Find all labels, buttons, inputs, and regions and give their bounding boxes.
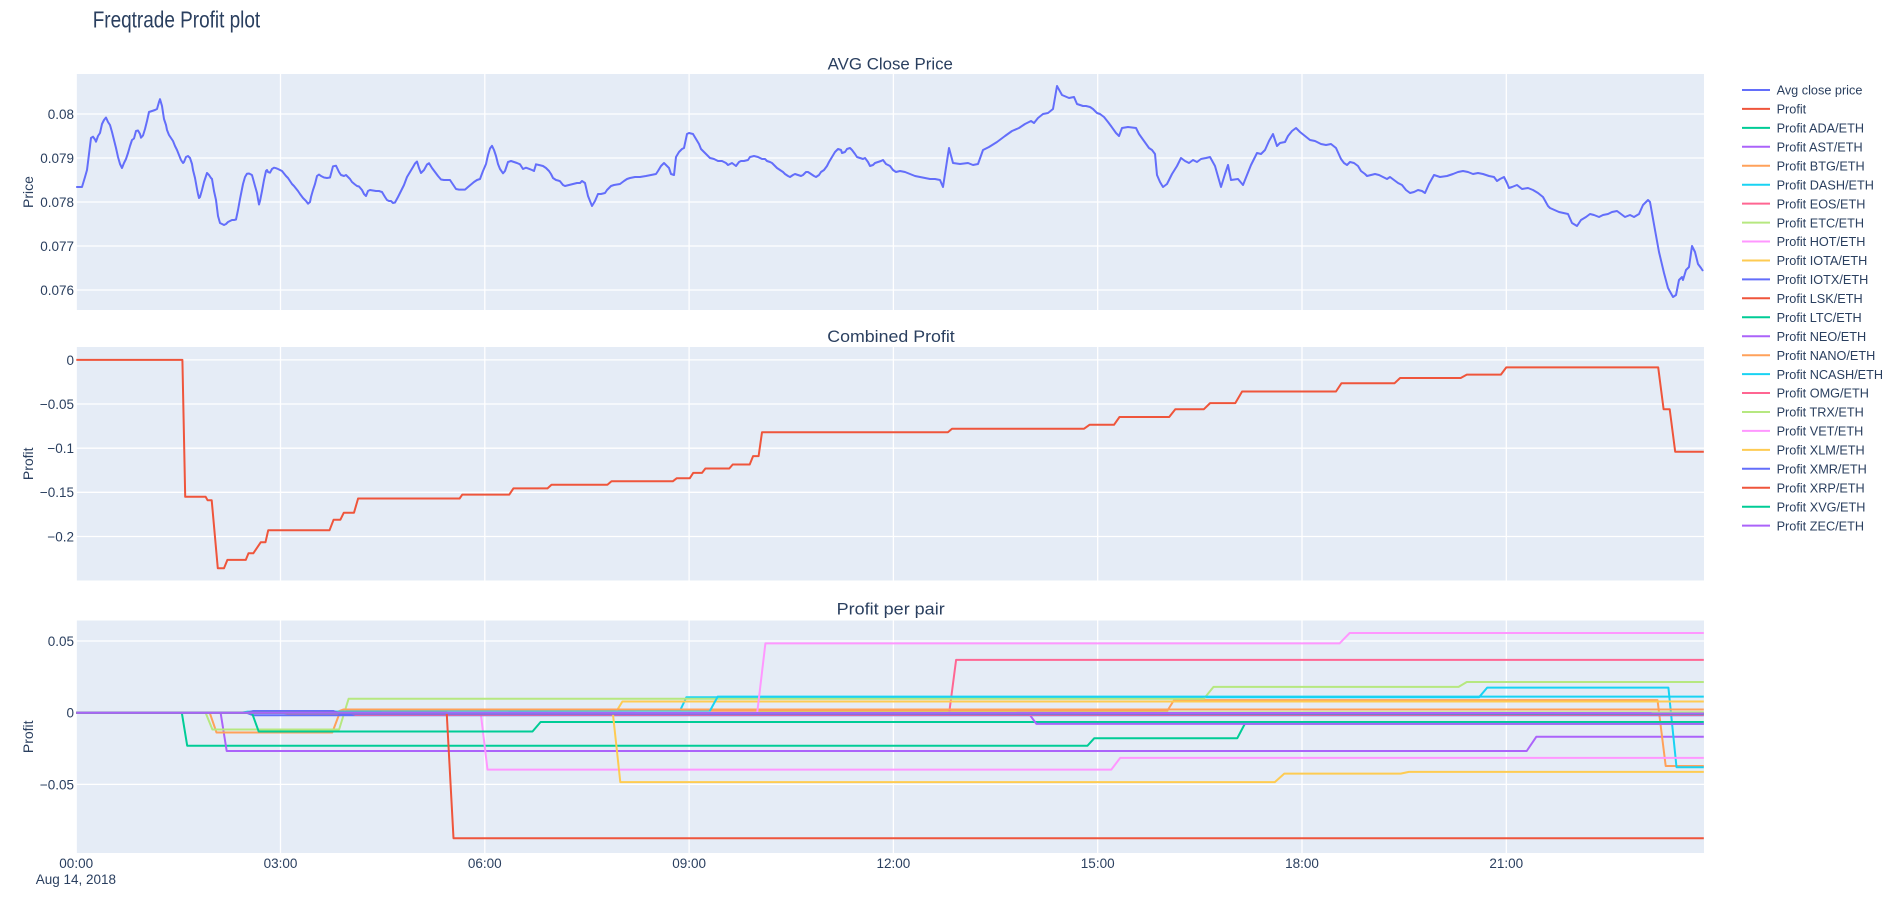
svg-text:0: 0 [66, 353, 74, 368]
svg-text:Profit XRP/ETH: Profit XRP/ETH [1777, 481, 1865, 495]
svg-text:0: 0 [66, 706, 74, 721]
svg-text:21:00: 21:00 [1489, 856, 1523, 871]
svg-text:Profit IOTX/ETH: Profit IOTX/ETH [1777, 273, 1869, 287]
svg-text:Price: Price [20, 176, 36, 208]
svg-text:Profit NCASH/ETH: Profit NCASH/ETH [1777, 368, 1883, 382]
svg-text:Profit: Profit [1777, 103, 1807, 117]
svg-text:0.08: 0.08 [48, 107, 74, 122]
svg-text:Profit XMR/ETH: Profit XMR/ETH [1777, 463, 1867, 477]
svg-text:AVG Close Price: AVG Close Price [828, 56, 953, 74]
svg-text:−0.2: −0.2 [47, 529, 74, 544]
svg-text:Profit: Profit [20, 720, 36, 753]
svg-text:Profit TRX/ETH: Profit TRX/ETH [1777, 406, 1864, 420]
svg-text:0.079: 0.079 [40, 151, 74, 166]
svg-text:Profit NANO/ETH: Profit NANO/ETH [1777, 349, 1876, 363]
svg-text:Profit VET/ETH: Profit VET/ETH [1777, 425, 1864, 439]
svg-text:Freqtrade Profit plot: Freqtrade Profit plot [93, 7, 261, 33]
svg-text:Profit OMG/ETH: Profit OMG/ETH [1777, 387, 1869, 401]
svg-text:0.05: 0.05 [48, 634, 74, 649]
svg-text:0.078: 0.078 [40, 195, 74, 210]
svg-text:Profit EOS/ETH: Profit EOS/ETH [1777, 197, 1866, 211]
svg-text:Profit: Profit [20, 447, 36, 480]
svg-text:15:00: 15:00 [1081, 856, 1115, 871]
svg-text:Combined Profit: Combined Profit [827, 328, 955, 346]
svg-text:−0.1: −0.1 [47, 441, 74, 456]
svg-text:06:00: 06:00 [468, 856, 502, 871]
svg-text:03:00: 03:00 [264, 856, 298, 871]
svg-text:Profit ADA/ETH: Profit ADA/ETH [1777, 122, 1864, 136]
svg-text:Profit HOT/ETH: Profit HOT/ETH [1777, 235, 1866, 249]
svg-text:Profit per pair: Profit per pair [837, 601, 946, 619]
svg-text:12:00: 12:00 [877, 856, 911, 871]
svg-text:Profit ETC/ETH: Profit ETC/ETH [1777, 216, 1864, 230]
svg-text:−0.15: −0.15 [40, 485, 74, 500]
svg-text:Profit ZEC/ETH: Profit ZEC/ETH [1777, 519, 1864, 533]
svg-text:Profit AST/ETH: Profit AST/ETH [1777, 141, 1863, 155]
svg-text:0.076: 0.076 [40, 283, 74, 298]
svg-text:Aug 14, 2018: Aug 14, 2018 [36, 872, 116, 887]
svg-text:00:00: 00:00 [59, 856, 93, 871]
svg-text:Profit BTG/ETH: Profit BTG/ETH [1777, 160, 1865, 174]
svg-text:Profit LSK/ETH: Profit LSK/ETH [1777, 292, 1863, 306]
svg-text:Profit NEO/ETH: Profit NEO/ETH [1777, 330, 1867, 344]
svg-text:−0.05: −0.05 [40, 397, 74, 412]
svg-text:−0.05: −0.05 [40, 777, 74, 792]
svg-text:Profit DASH/ETH: Profit DASH/ETH [1777, 178, 1874, 192]
svg-text:0.077: 0.077 [40, 239, 74, 254]
svg-text:Profit XLM/ETH: Profit XLM/ETH [1777, 444, 1865, 458]
svg-text:09:00: 09:00 [672, 856, 706, 871]
svg-text:Profit IOTA/ETH: Profit IOTA/ETH [1777, 254, 1868, 268]
svg-text:Profit LTC/ETH: Profit LTC/ETH [1777, 311, 1862, 325]
svg-text:18:00: 18:00 [1285, 856, 1319, 871]
svg-text:Avg close price: Avg close price [1777, 84, 1863, 98]
svg-text:Profit XVG/ETH: Profit XVG/ETH [1777, 500, 1866, 514]
